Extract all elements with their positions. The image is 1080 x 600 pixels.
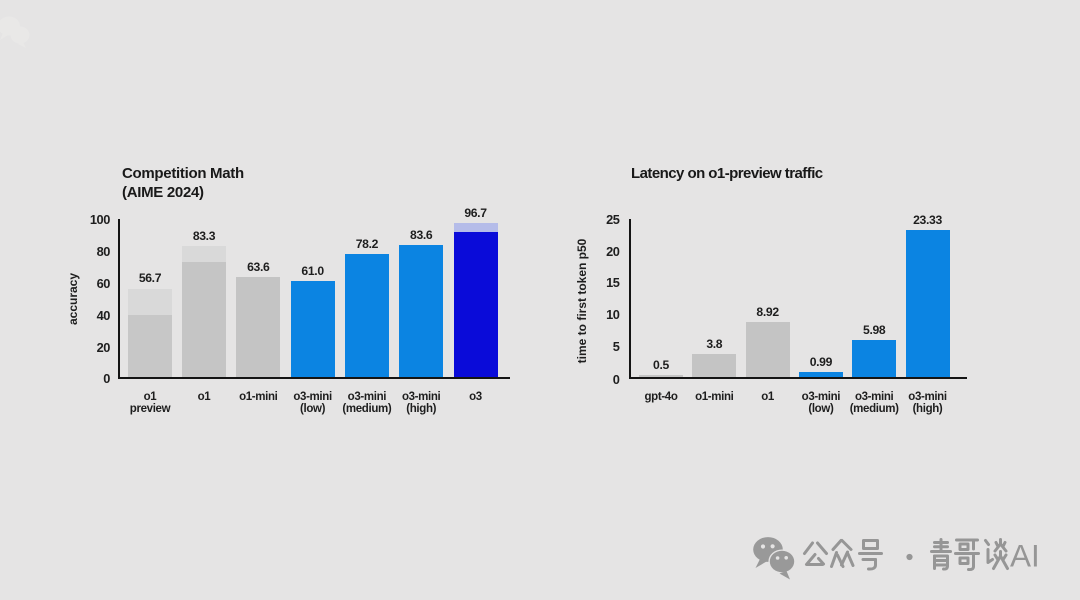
svg-text:AI: AI xyxy=(1010,538,1040,574)
